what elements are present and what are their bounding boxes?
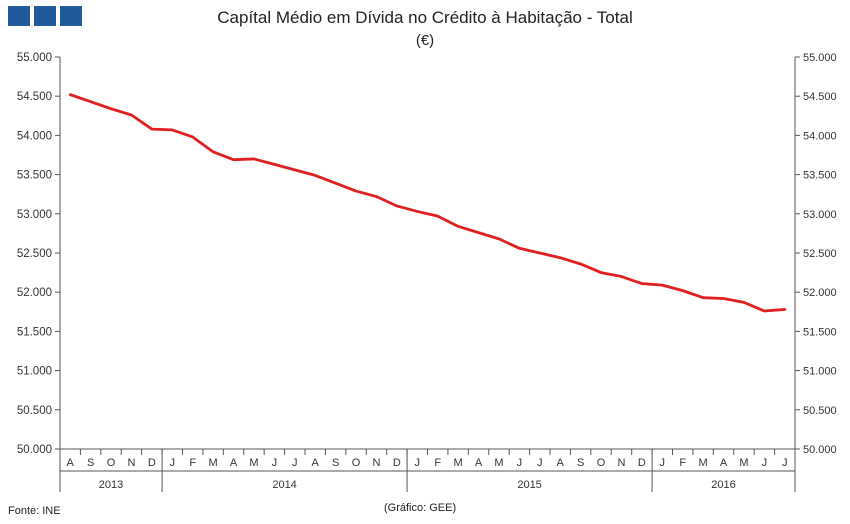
logo-square-3 <box>60 6 82 26</box>
y-tick-label-left: 54.000 <box>17 130 52 142</box>
y-tick-label-right: 52.500 <box>803 248 837 260</box>
month-label: D <box>638 457 646 469</box>
y-tick-label-left: 52.000 <box>17 287 52 299</box>
month-label: J <box>762 457 768 469</box>
month-label: A <box>230 457 238 469</box>
month-label: F <box>679 457 686 469</box>
month-label: D <box>148 457 156 469</box>
month-label: N <box>617 457 625 469</box>
logo-square-2 <box>34 6 56 26</box>
month-label: J <box>537 457 543 469</box>
month-label: O <box>597 457 606 469</box>
y-tick-label-right: 50.500 <box>803 405 837 417</box>
month-label: M <box>209 457 218 469</box>
y-tick-label-right: 53.500 <box>803 170 837 182</box>
y-tick-label-left: 53.000 <box>17 209 52 221</box>
month-label: A <box>312 457 320 469</box>
y-tick-label-right: 53.000 <box>803 209 837 221</box>
month-label: S <box>577 457 584 469</box>
month-label: N <box>127 457 135 469</box>
y-tick-label-left: 53.500 <box>17 170 52 182</box>
month-label: M <box>739 457 748 469</box>
chart-title: Capítal Médio em Dívida no Crédito à Hab… <box>217 8 633 27</box>
month-label: M <box>699 457 708 469</box>
y-tick-label-left: 50.500 <box>17 405 52 417</box>
month-label: S <box>332 457 339 469</box>
year-label: 2015 <box>517 479 541 491</box>
month-label: F <box>189 457 196 469</box>
month-label: N <box>372 457 380 469</box>
month-label: J <box>517 457 523 469</box>
month-label: F <box>434 457 441 469</box>
logo-square-1 <box>8 6 30 26</box>
chart-credit: (Gráfico: GEE) <box>384 502 457 514</box>
month-label: J <box>782 457 788 469</box>
institution-logo-icon <box>8 6 82 26</box>
chart-subtitle: (€) <box>415 32 435 49</box>
y-tick-label-left: 51.000 <box>17 366 52 378</box>
month-label: J <box>170 457 176 469</box>
month-label: M <box>454 457 463 469</box>
y-tick-label-right: 55.000 <box>803 52 837 64</box>
y-tick-label-right: 52.000 <box>803 287 837 299</box>
month-label: A <box>557 457 565 469</box>
y-tick-label-left: 54.500 <box>17 91 52 103</box>
y-tick-label-right: 51.000 <box>803 366 837 378</box>
y-tick-label-right: 50.000 <box>803 444 837 456</box>
y-tick-label-left: 50.000 <box>17 444 52 456</box>
year-label: 2014 <box>272 479 296 491</box>
month-label: A <box>720 457 728 469</box>
month-label: S <box>87 457 94 469</box>
y-tick-label-right: 54.000 <box>803 130 837 142</box>
month-label: J <box>660 457 666 469</box>
year-label: 2016 <box>711 479 735 491</box>
month-label: D <box>393 457 401 469</box>
month-label: J <box>415 457 421 469</box>
month-label: O <box>352 457 361 469</box>
month-label: A <box>67 457 75 469</box>
month-label: M <box>494 457 503 469</box>
y-tick-label-right: 54.500 <box>803 91 837 103</box>
y-tick-label-right: 51.500 <box>803 326 837 338</box>
source-note: Fonte: INE <box>8 505 61 517</box>
month-label: J <box>292 457 298 469</box>
month-label: M <box>249 457 258 469</box>
y-tick-label-left: 52.500 <box>17 248 52 260</box>
series-line-total <box>68 93 787 313</box>
month-label: J <box>272 457 278 469</box>
month-label: A <box>475 457 483 469</box>
year-label: 2013 <box>99 479 123 491</box>
month-label: O <box>107 457 116 469</box>
y-tick-label-left: 55.000 <box>17 52 52 64</box>
y-tick-label-left: 51.500 <box>17 326 52 338</box>
